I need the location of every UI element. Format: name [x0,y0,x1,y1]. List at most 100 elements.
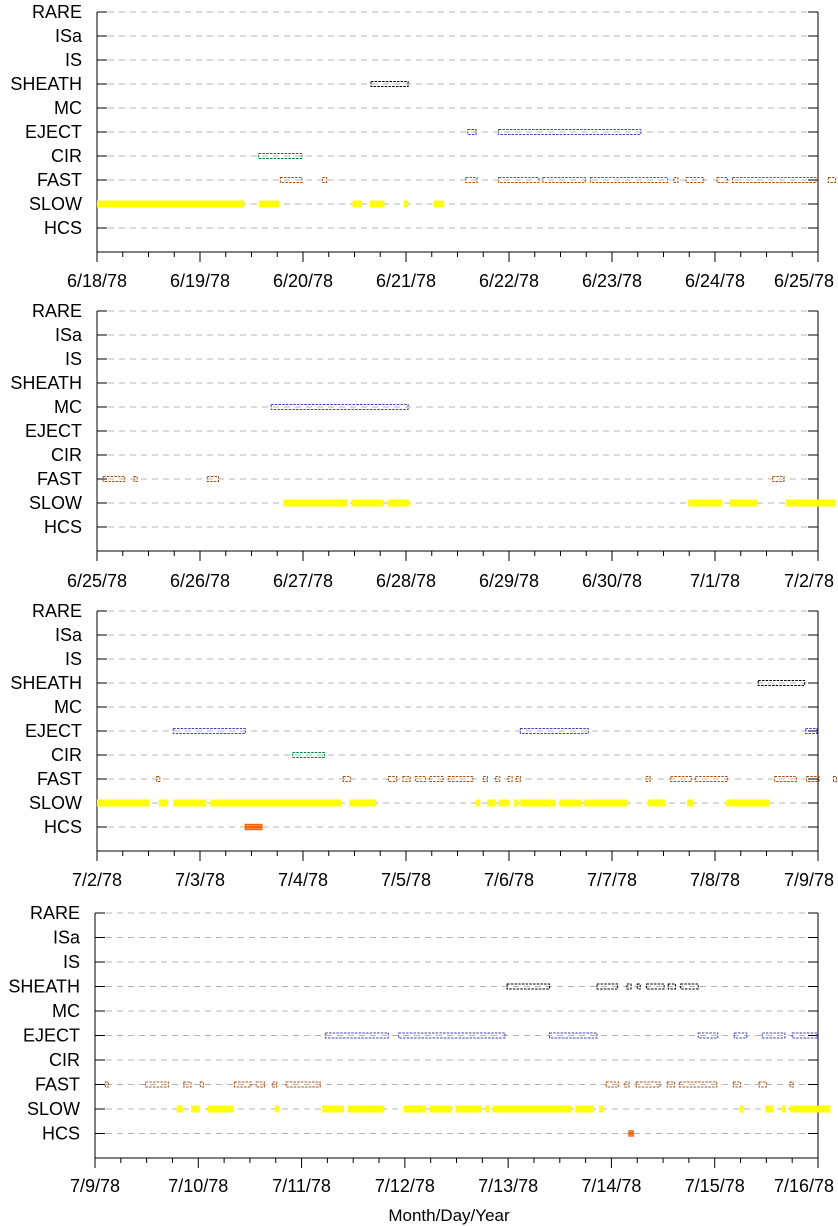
y-tick-label: ISa [55,325,83,345]
y-tick-label: SHEATH [8,977,80,997]
slow-interval [688,499,723,507]
y-tick-label: FAST [35,1075,80,1095]
slow-interval [274,1105,279,1113]
y-tick-label: HCS [42,1124,80,1144]
slow-interval [455,1105,482,1113]
x-tick-label: 7/9/78 [784,870,834,890]
eject-interval [791,1032,818,1039]
eject-interval [805,728,818,734]
y-tick-label: SHEATH [10,673,82,693]
fast-interval [732,177,817,183]
fast-interval [206,476,220,482]
slow-interval [786,499,836,507]
x-tick-label: 7/6/78 [484,870,534,890]
y-tick-label: EJECT [25,421,82,441]
y-tick-label: EJECT [23,1026,80,1046]
x-tick-label: 7/8/78 [690,870,740,890]
slow-interval [584,799,628,807]
x-tick-label: 7/5/78 [381,870,431,890]
x-tick-label: 7/12/78 [375,1176,435,1196]
fast-interval [789,1081,794,1088]
y-tick-label: CIR [51,146,82,166]
fast-interval [387,776,398,782]
x-tick-label: 7/1/78 [690,571,740,591]
x-tick-label: 6/29/78 [479,571,539,591]
fast-interval [495,776,501,782]
eject-interval [398,1032,506,1039]
slow-interval [369,200,385,208]
slow-interval [403,200,409,208]
sheath-interval [667,983,676,990]
fast-interval [414,776,427,782]
fast-interval [183,1081,192,1088]
x-tick-label: 6/26/78 [170,571,230,591]
sheath-interval [680,983,699,990]
y-tick-label: SLOW [29,493,82,513]
slow-interval [191,1105,200,1113]
x-tick-label: 7/11/78 [272,1176,331,1196]
fast-interval [279,177,303,183]
x-tick-label: 7/14/78 [581,1176,641,1196]
fast-interval [542,177,586,183]
cir-interval [292,752,326,758]
slow-interval [97,799,150,807]
y-tick-label: MC [54,98,82,118]
x-tick-label: 6/21/78 [376,271,436,291]
sheath-interval [626,983,632,990]
x-axis-title: Month/Day/Year [388,1206,510,1225]
fast-interval [679,1081,718,1088]
fast-interval [732,1081,742,1088]
mc-interval [270,404,409,410]
x-tick-label: 7/7/78 [587,870,637,890]
x-tick-label: 7/13/78 [478,1176,538,1196]
x-tick-label: 6/24/78 [685,271,745,291]
x-tick-label: 7/3/78 [175,870,225,890]
slow-interval [514,799,519,807]
y-tick-label: IS [65,649,82,669]
y-tick-label: ISa [55,26,83,46]
fast-interval [285,1081,321,1088]
y-tick-label: MC [52,1001,80,1021]
sheath-interval [596,983,619,990]
fast-interval [774,776,797,782]
x-tick-label: 6/19/78 [170,271,230,291]
y-tick-label: RARE [30,903,80,923]
sheath-interval [370,81,409,87]
y-tick-label: HCS [44,517,82,537]
slow-interval [352,200,362,208]
fast-interval [694,776,728,782]
x-tick-label: 7/10/78 [168,1176,228,1196]
slow-interval [476,799,481,807]
fast-interval [233,1081,252,1088]
slow-interval [322,1105,344,1113]
y-tick-label: CIR [51,445,82,465]
slow-interval [207,1105,234,1113]
y-tick-label: FAST [37,769,82,789]
sheath-interval [646,983,665,990]
slow-interval [485,1105,490,1113]
slow-interval [648,799,666,807]
x-tick-label: 6/23/78 [582,271,642,291]
fast-interval [447,776,474,782]
x-tick-label: 7/9/78 [70,1176,120,1196]
slow-interval [387,499,410,507]
panel-1: RARE ISa IS SHEATH MC EJECT CIR FAST SLOW HCS 6/18… [10,2,837,291]
slow-interval [283,499,348,507]
slow-interval [575,1105,594,1113]
fast-interval [758,1081,767,1088]
x-tick-label: 7/4/78 [278,870,328,890]
slow-interval [559,799,582,807]
slow-interval [433,200,445,208]
y-tick-label: ISa [55,625,83,645]
y-tick-label: MC [54,697,82,717]
fast-interval [255,1081,265,1088]
fast-interval [429,776,444,782]
y-tick-label: SLOW [29,793,82,813]
x-tick-label: 6/25/78 [774,271,834,291]
y-tick-label: FAST [37,469,82,489]
eject-interval [324,1032,389,1039]
eject-interval [733,1032,748,1039]
sheath-interval [757,680,806,686]
slow-interval [97,200,245,208]
x-tick-label: 7/2/78 [72,870,122,890]
